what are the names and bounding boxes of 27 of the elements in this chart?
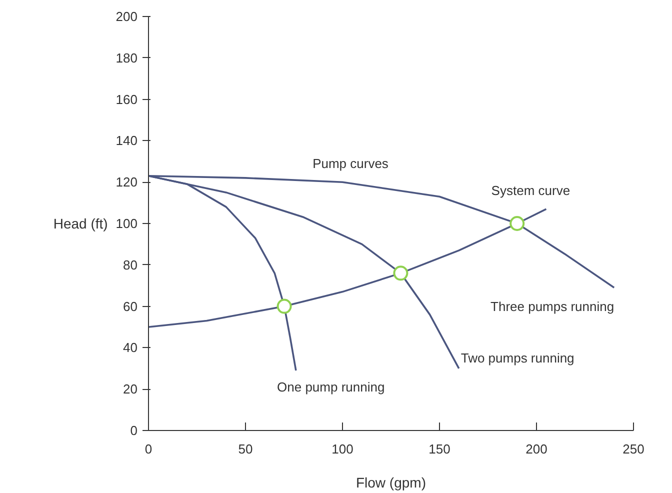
x-tick-label: 50	[238, 442, 253, 456]
point	[393, 266, 408, 281]
y-tick-label: 180	[116, 50, 138, 66]
y-tick-label: 140	[116, 133, 138, 148]
y-axis-title: Head (ft)	[53, 216, 108, 232]
y-tick-label: 200	[116, 9, 138, 24]
x-axis-title: Flow (gpm)	[356, 474, 426, 490]
y-tick-label: 40	[123, 340, 138, 356]
y-tick-label: 60	[123, 298, 138, 314]
y-tick-label: 160	[116, 92, 138, 107]
annotation: Pump curves	[312, 156, 389, 171]
x-tick-label: 200	[526, 442, 548, 456]
x-tick-label: 150	[428, 442, 450, 456]
y-tick-label: 120	[116, 174, 138, 190]
y-tick-label: 100	[116, 216, 138, 231]
y-tick-label: 80	[123, 257, 138, 272]
x-tick-label: 250	[622, 442, 644, 456]
point	[510, 216, 525, 231]
point	[276, 298, 292, 314]
y-tick-label: 20	[123, 382, 138, 397]
series-label: Three pumps running	[490, 298, 614, 314]
x-tick-label: 0	[144, 442, 152, 456]
x-tick-label: 100	[332, 442, 354, 456]
series-label: System curve	[491, 182, 570, 198]
series-label: One pump running	[277, 380, 385, 395]
y-tick-label: 0	[130, 423, 138, 438]
series-label: Two pumps running	[460, 350, 574, 366]
